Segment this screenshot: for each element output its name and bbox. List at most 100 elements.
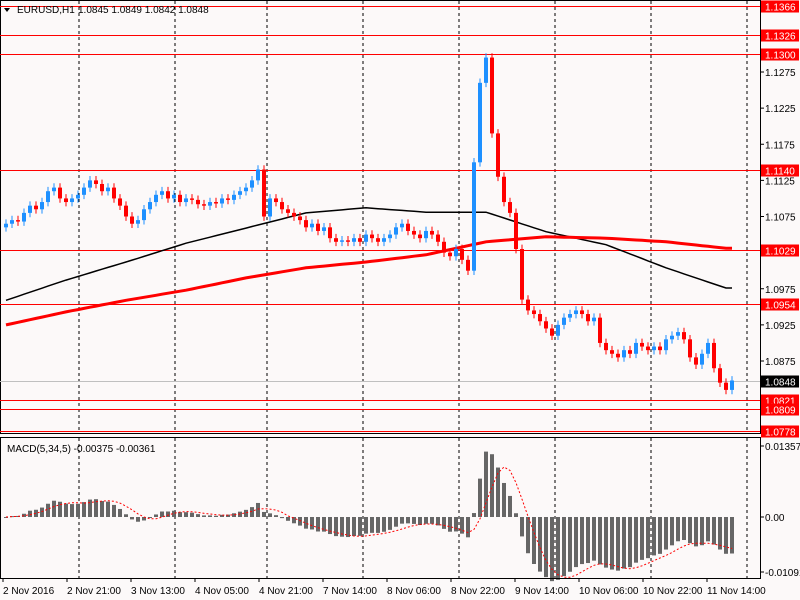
level-price-tag — [761, 48, 799, 61]
candle-bear — [544, 321, 548, 329]
candle-bear — [418, 234, 422, 239]
candle-bear — [520, 249, 524, 300]
candle-bull — [136, 220, 140, 224]
level-price-label: 1.1366 — [765, 3, 796, 14]
macd-histogram-bar — [652, 517, 656, 556]
candle-bear — [328, 227, 332, 239]
macd-histogram-bar — [508, 495, 512, 517]
candle-bull — [706, 342, 710, 354]
macd-histogram-bar — [544, 517, 548, 578]
candle-bear — [196, 199, 200, 205]
macd-histogram-bar — [4, 517, 8, 518]
candle-bear — [436, 234, 440, 242]
candle-bull — [88, 180, 92, 188]
candle-bull — [364, 234, 368, 242]
candle-bear — [538, 314, 542, 322]
macd-histogram-bar — [538, 517, 542, 572]
macd-histogram-bar — [454, 517, 458, 532]
candle-bull — [154, 194, 158, 203]
macd-histogram-bar — [418, 517, 422, 526]
candle-bear — [274, 198, 278, 203]
macd-histogram-bar — [136, 517, 140, 522]
level-price-label: 1.1326 — [765, 32, 796, 43]
macd-histogram-bar — [244, 509, 248, 517]
price-tick-label: 1.1075 — [765, 213, 796, 224]
candle-bull — [22, 212, 26, 222]
level-price-tag — [761, 244, 799, 257]
candle-bear — [460, 249, 464, 260]
macd-histogram-bar — [76, 503, 80, 517]
candle-bear — [58, 187, 62, 199]
candle-bull — [562, 317, 566, 325]
macd-histogram-bar — [400, 517, 404, 524]
current-price-tag — [761, 375, 799, 388]
macd-histogram-bar — [706, 517, 710, 542]
level-price-tag — [761, 164, 799, 177]
candle-bull — [388, 234, 392, 239]
candle-bull — [4, 223, 8, 228]
time-tick-label: 11 Nov 14:00 — [707, 586, 766, 597]
price-tick-label: 1.0875 — [765, 357, 796, 368]
candle-bull — [268, 198, 272, 217]
macd-histogram-bar — [358, 517, 362, 536]
candle-bear — [448, 252, 452, 257]
candle-bull — [40, 202, 44, 210]
current-price-label: 1.0848 — [765, 378, 796, 389]
macd-signal-line — [5, 466, 733, 578]
macd-histogram-bar — [424, 517, 428, 524]
macd-histogram-bar — [382, 517, 386, 532]
macd-histogram-bar — [712, 517, 716, 545]
candle-bear — [130, 216, 134, 224]
macd-histogram-bar — [118, 508, 122, 517]
candle-bear — [190, 198, 194, 200]
candle-bull — [622, 350, 626, 358]
macd-histogram-bar — [160, 511, 164, 517]
candle-bear — [202, 204, 206, 206]
candle-bull — [10, 220, 14, 224]
macd-histogram-bar — [316, 517, 320, 532]
candle-bull — [352, 238, 356, 242]
level-price-label: 1.1140 — [765, 167, 795, 178]
macd-histogram-bar — [670, 517, 674, 546]
candle-bear — [628, 350, 632, 354]
macd-histogram-bar — [658, 517, 662, 554]
macd-histogram-bar — [442, 517, 446, 529]
macd-histogram-bar — [502, 482, 506, 517]
candle-bear — [550, 328, 554, 336]
macd-histogram-bar — [22, 513, 26, 517]
candle-bear — [724, 382, 728, 390]
price-tick-label: 1.0925 — [765, 321, 796, 332]
candle-bull — [142, 209, 146, 221]
macd-histogram-bar — [520, 517, 524, 537]
candle-bear — [604, 342, 608, 351]
chevron-down-icon — [4, 8, 10, 12]
macd-histogram-bar — [346, 517, 350, 538]
time-tick-label: 8 Nov 22:00 — [451, 586, 505, 597]
candle-bull — [106, 187, 110, 192]
macd-histogram-bar — [166, 511, 170, 517]
macd-histogram-bar — [514, 513, 518, 517]
macd-histogram-bar — [220, 514, 224, 517]
candle-bull — [400, 223, 404, 228]
macd-histogram-bar — [676, 517, 680, 542]
level-price-tag — [761, 425, 799, 438]
candle-bear — [496, 133, 500, 177]
candle-bull — [172, 194, 176, 199]
macd-indicator-label: MACD(5,34,5) -0.00375 -0.00361 — [7, 444, 156, 455]
candle-bear — [442, 241, 446, 253]
candle-bull — [634, 342, 638, 354]
macd-histogram-bar — [724, 517, 728, 554]
candle-bear — [412, 230, 416, 235]
macd-histogram-bar — [34, 509, 38, 517]
macd-histogram-bar — [490, 454, 494, 517]
ma-slow-line — [5, 235, 732, 327]
candle-bear — [430, 230, 434, 235]
candle-bull — [148, 202, 152, 210]
candle-bear — [694, 357, 698, 365]
macd-histogram-bar — [94, 499, 98, 517]
level-price-tag — [761, 403, 799, 416]
candle-bull — [232, 194, 236, 200]
candle-bull — [664, 339, 668, 351]
